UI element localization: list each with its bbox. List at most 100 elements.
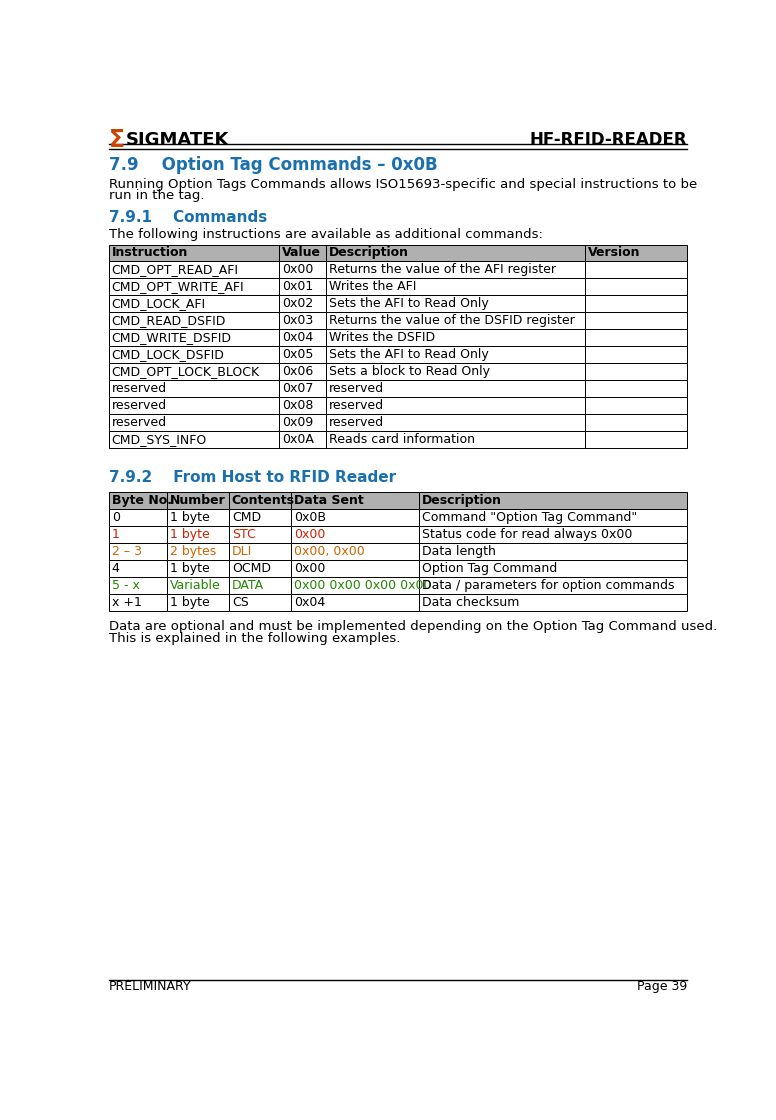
Bar xyxy=(229,493,291,510)
Text: 1 byte: 1 byte xyxy=(170,596,210,609)
Bar xyxy=(279,244,326,261)
Bar xyxy=(326,363,585,380)
Bar xyxy=(109,543,167,560)
Bar xyxy=(585,244,687,261)
Text: 1 byte: 1 byte xyxy=(170,562,210,576)
Text: Command "Option Tag Command": Command "Option Tag Command" xyxy=(421,512,637,524)
Text: HF-RFID-READER: HF-RFID-READER xyxy=(529,131,687,149)
Bar xyxy=(167,510,229,526)
Text: Sets a block to Read Only: Sets a block to Read Only xyxy=(329,365,490,379)
Bar xyxy=(109,346,279,363)
Text: PRELIMINARY: PRELIMINARY xyxy=(109,980,191,992)
Text: 2 – 3: 2 – 3 xyxy=(112,545,142,558)
Text: 0x00: 0x00 xyxy=(294,562,325,576)
Text: Returns the value of the AFI register: Returns the value of the AFI register xyxy=(329,263,556,277)
Bar xyxy=(109,560,167,577)
Text: 1 byte: 1 byte xyxy=(170,529,210,541)
Text: 5 - x: 5 - x xyxy=(112,579,140,592)
Text: CS: CS xyxy=(232,596,248,609)
Bar xyxy=(229,577,291,594)
Bar xyxy=(585,414,687,431)
Bar xyxy=(279,296,326,312)
Text: OCMD: OCMD xyxy=(232,562,271,576)
Text: reserved: reserved xyxy=(112,416,167,429)
Bar xyxy=(326,244,585,261)
Bar xyxy=(109,510,167,526)
Text: 0x02: 0x02 xyxy=(282,297,314,310)
Text: reserved: reserved xyxy=(329,416,384,429)
Bar xyxy=(291,493,418,510)
Text: CMD_LOCK_AFI: CMD_LOCK_AFI xyxy=(112,297,206,310)
Text: Version: Version xyxy=(588,246,641,260)
Bar xyxy=(279,312,326,329)
Bar xyxy=(279,346,326,363)
Bar xyxy=(279,363,326,380)
Text: Contents: Contents xyxy=(232,494,295,507)
Bar xyxy=(279,431,326,448)
Bar xyxy=(109,414,279,431)
Bar xyxy=(109,380,279,396)
Text: 1: 1 xyxy=(112,529,120,541)
Text: 7.9.1    Commands: 7.9.1 Commands xyxy=(109,211,267,225)
Bar xyxy=(109,431,279,448)
Bar xyxy=(109,244,279,261)
Bar xyxy=(167,594,229,612)
Bar xyxy=(229,510,291,526)
Bar xyxy=(109,261,279,279)
Text: x +1: x +1 xyxy=(112,596,141,609)
Bar xyxy=(326,261,585,279)
Text: reserved: reserved xyxy=(329,382,384,395)
Bar xyxy=(585,261,687,279)
Text: 0x05: 0x05 xyxy=(282,348,314,361)
Text: 1 byte: 1 byte xyxy=(170,512,210,524)
Bar xyxy=(291,543,418,560)
Bar xyxy=(109,594,167,612)
Bar xyxy=(229,543,291,560)
Bar xyxy=(291,577,418,594)
Bar xyxy=(167,560,229,577)
Text: Option Tag Command: Option Tag Command xyxy=(421,562,557,576)
Bar xyxy=(109,329,279,346)
Bar xyxy=(109,526,167,543)
Text: Value: Value xyxy=(282,246,321,260)
Bar xyxy=(585,312,687,329)
Bar xyxy=(585,380,687,396)
Bar xyxy=(326,346,585,363)
Bar xyxy=(109,296,279,312)
Text: This is explained in the following examples.: This is explained in the following examp… xyxy=(109,633,400,645)
Bar xyxy=(291,510,418,526)
Text: Description: Description xyxy=(421,494,502,507)
Text: Writes the DSFID: Writes the DSFID xyxy=(329,332,435,344)
Text: CMD_SYS_INFO: CMD_SYS_INFO xyxy=(112,432,207,446)
Text: Page 39: Page 39 xyxy=(636,980,687,992)
Text: Description: Description xyxy=(329,246,409,260)
Text: 0x00: 0x00 xyxy=(282,263,314,277)
Text: Running Option Tags Commands allows ISO15693-specific and special instructions t: Running Option Tags Commands allows ISO1… xyxy=(109,178,697,190)
Text: DLI: DLI xyxy=(232,545,252,558)
Bar xyxy=(418,560,687,577)
Text: 7.9    Option Tag Commands – 0x0B: 7.9 Option Tag Commands – 0x0B xyxy=(109,156,437,175)
Text: 0x00, 0x00: 0x00, 0x00 xyxy=(294,545,365,558)
Text: 0x09: 0x09 xyxy=(282,416,314,429)
Bar xyxy=(585,279,687,296)
Text: CMD_WRITE_DSFID: CMD_WRITE_DSFID xyxy=(112,332,232,344)
Bar xyxy=(109,279,279,296)
Text: Σ: Σ xyxy=(109,128,125,152)
Text: STC: STC xyxy=(232,529,255,541)
Text: CMD_OPT_WRITE_AFI: CMD_OPT_WRITE_AFI xyxy=(112,280,244,293)
Text: run in the tag.: run in the tag. xyxy=(109,189,204,203)
Text: 4: 4 xyxy=(112,562,120,576)
Text: 0x07: 0x07 xyxy=(282,382,314,395)
Text: Returns the value of the DSFID register: Returns the value of the DSFID register xyxy=(329,315,574,327)
Bar xyxy=(229,560,291,577)
Text: Data are optional and must be implemented depending on the Option Tag Command us: Data are optional and must be implemente… xyxy=(109,620,717,633)
Bar xyxy=(585,296,687,312)
Bar xyxy=(585,431,687,448)
Bar xyxy=(279,414,326,431)
Bar xyxy=(291,526,418,543)
Bar xyxy=(167,493,229,510)
Text: Byte No.: Byte No. xyxy=(112,494,171,507)
Bar xyxy=(418,543,687,560)
Text: 0x08: 0x08 xyxy=(282,399,314,412)
Text: reserved: reserved xyxy=(112,399,167,412)
